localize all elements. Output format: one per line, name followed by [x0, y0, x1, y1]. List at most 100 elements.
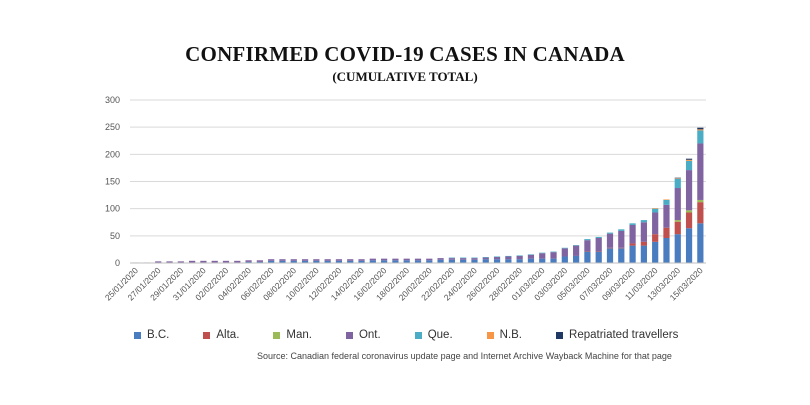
bar-segment [595, 251, 602, 252]
bar-segment [358, 259, 365, 261]
bar-segment [437, 258, 444, 260]
bar-segment [313, 259, 320, 261]
bar-segment [629, 223, 636, 225]
y-tick-label: 200 [105, 149, 120, 159]
legend-label: Repatriated travellers [569, 329, 679, 341]
bar-segment [618, 247, 625, 249]
bar-segment [460, 258, 467, 260]
bar-segment [166, 261, 173, 263]
chart-subtitle: (CUMULATIVE TOTAL) [332, 69, 478, 84]
bar-segment [347, 260, 354, 263]
gridlines [130, 99, 706, 237]
bar-segment [629, 245, 636, 263]
bar-segment [256, 261, 263, 263]
bar-segment [584, 251, 591, 263]
bar-segment [685, 158, 693, 160]
bar-segment [245, 260, 252, 262]
bar-segment [674, 221, 681, 235]
bar-segment [493, 259, 501, 263]
bar-segment [550, 252, 557, 259]
bar-segment [561, 256, 568, 263]
bar-segment [245, 261, 252, 263]
bar-segment [392, 260, 399, 263]
bar-segment [685, 160, 693, 171]
bar-segment [674, 188, 681, 221]
legend-swatch [134, 331, 141, 339]
bar-segment [414, 258, 422, 261]
bar-segment [629, 243, 636, 246]
bar-segment [539, 258, 546, 263]
bar-segment [663, 199, 670, 200]
bar-segment [640, 245, 647, 263]
bar-segment [516, 259, 523, 263]
bar-segment [381, 260, 388, 263]
legend-label: Que. [427, 329, 453, 341]
legend-swatch [273, 331, 281, 339]
bar-segment [663, 238, 670, 263]
bar-segment [290, 260, 297, 263]
bar-segment [279, 259, 286, 261]
bar-segment [606, 247, 614, 249]
bar-segment [301, 260, 309, 263]
bar-segment [584, 240, 591, 252]
bar-segment [697, 143, 704, 200]
bar-segment [347, 259, 354, 261]
bar-segment [697, 199, 704, 203]
legend-item: B.C. [134, 329, 169, 341]
bar-segment [279, 260, 286, 263]
bar-segment [505, 259, 512, 263]
legend-label: Man. [286, 329, 312, 341]
bar-segment [426, 260, 433, 263]
bar-segment [301, 259, 309, 261]
bar-segment [200, 260, 207, 263]
bar-segment [674, 234, 681, 263]
legend-item: Man. [273, 329, 312, 341]
legend-item: Repatriated travellers [556, 329, 678, 341]
bar-segment [516, 255, 523, 256]
bar-segment [527, 254, 535, 255]
y-tick-label: 300 [105, 95, 120, 105]
bar-segment [177, 261, 184, 263]
bar-segment [482, 257, 489, 258]
legend-label: B.C. [147, 329, 170, 341]
bar-segment [595, 236, 602, 239]
bar-segment [268, 259, 275, 261]
legend-item: Alta. [203, 329, 239, 341]
bar-segment [584, 239, 591, 241]
bar-segment [640, 241, 647, 246]
legend-label: Alta. [216, 329, 240, 341]
bar-segment [539, 252, 546, 254]
legend-swatch [556, 331, 564, 339]
bar-segment [550, 258, 557, 263]
bar-segment [482, 257, 489, 260]
bar-segment [663, 227, 670, 239]
bar-segment [606, 232, 614, 234]
bar-segment [573, 245, 580, 256]
bar-segment [460, 259, 467, 263]
bar-segment [595, 251, 602, 263]
bar-segment [663, 199, 670, 205]
bar-segment [471, 257, 478, 259]
bar-segment [640, 220, 647, 223]
bar-segment [234, 260, 241, 263]
bar-segment [685, 210, 693, 213]
bar-segment [674, 178, 681, 189]
bar-segment [685, 228, 693, 263]
bar-segment [392, 258, 399, 261]
bar-segment [527, 254, 535, 259]
bar-segment [652, 208, 659, 209]
y-axis-ticks: 0 50 100 150 200 250 300 [105, 95, 120, 268]
y-tick-label: 100 [105, 204, 120, 214]
y-tick-label: 0 [115, 258, 120, 268]
bar-segment [448, 258, 455, 260]
bar-segment [516, 255, 523, 260]
bar-segment [685, 170, 693, 211]
bar-segment [697, 223, 704, 263]
bar-segment [606, 248, 614, 263]
bar-segment [640, 222, 647, 242]
bar-segment [313, 260, 320, 263]
bar-segment [211, 260, 218, 263]
bar-segment [155, 261, 162, 263]
bar-segment [335, 259, 343, 261]
